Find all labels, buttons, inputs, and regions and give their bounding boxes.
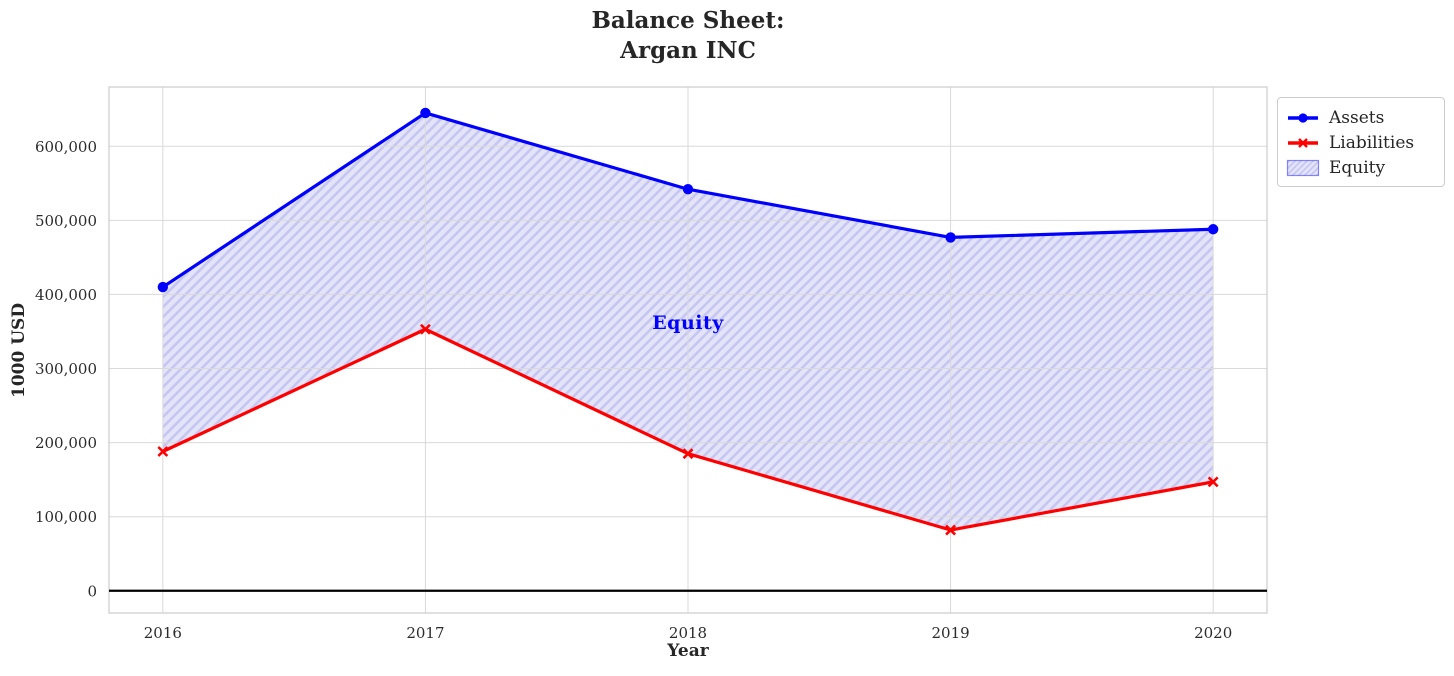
x-tick-label: 2016 [144, 624, 182, 642]
legend: Assets Liabilities Equity [1277, 97, 1445, 187]
assets-marker [157, 281, 169, 293]
x-tick-label: 2019 [931, 624, 969, 642]
liabilities-marker [419, 323, 431, 335]
y-axis-label: 1000 USD [9, 302, 29, 398]
assets-marker [1207, 224, 1219, 235]
legend-label-assets: Assets [1329, 107, 1385, 128]
legend-item-equity: Equity [1286, 155, 1435, 180]
legend-item-assets: Assets [1286, 105, 1435, 130]
x-tick-label: 2020 [1194, 624, 1232, 642]
assets-marker [945, 232, 956, 243]
legend-label-liabilities: Liabilities [1329, 132, 1415, 153]
liabilities-marker [682, 448, 694, 460]
legend-item-liabilities: Liabilities [1286, 130, 1435, 155]
legend-label-equity: Equity [1329, 157, 1386, 178]
liabilities-marker [157, 446, 169, 457]
y-tick-label: 100,000 [35, 508, 97, 526]
liabilities-legend-swatch [1288, 137, 1318, 148]
x-axis-label: Year [667, 641, 709, 661]
y-tick-label: 400,000 [35, 286, 97, 304]
x-tick-label: 2017 [406, 624, 444, 642]
assets-marker [682, 184, 694, 195]
y-tick-label: 300,000 [35, 360, 97, 378]
y-tick-label: 200,000 [35, 434, 97, 452]
plot-border [108, 86, 1268, 614]
assets-marker [420, 107, 431, 119]
y-tick-label: 600,000 [35, 138, 97, 156]
equity-legend-swatch [1286, 159, 1320, 176]
liabilities-marker [945, 524, 957, 536]
equity-annotation: Equity [652, 311, 724, 334]
chart-title: Balance Sheet: Argan INC [591, 7, 785, 64]
assets-legend-swatch [1288, 112, 1318, 123]
y-tick-label: 0 [87, 582, 97, 600]
y-tick-label: 500,000 [35, 212, 97, 230]
x-tick-label: 2018 [669, 624, 707, 642]
liabilities-marker [1207, 476, 1219, 488]
